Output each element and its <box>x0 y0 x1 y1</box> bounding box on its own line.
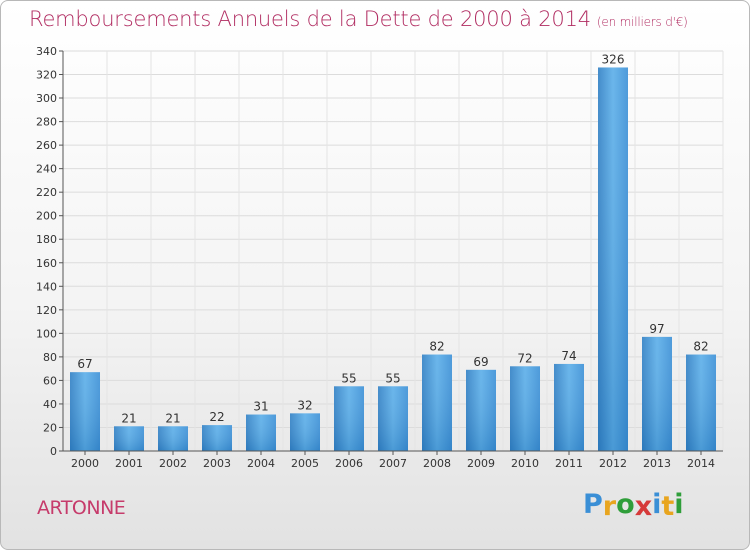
data-label: 69 <box>473 355 488 369</box>
x-tick-label: 2002 <box>159 457 187 470</box>
y-tick-label: 20 <box>43 421 57 434</box>
data-label: 74 <box>561 349 576 363</box>
bar-shade <box>334 386 364 451</box>
y-tick-label: 60 <box>43 374 57 387</box>
logo-letter: t <box>661 491 674 522</box>
y-tick-label: 280 <box>36 116 57 129</box>
y-tick-label: 240 <box>36 163 57 176</box>
data-label: 22 <box>209 410 224 424</box>
data-label: 72 <box>517 351 532 365</box>
logo-letter: x <box>635 491 652 522</box>
bar-shade <box>202 425 232 451</box>
data-label: 21 <box>165 411 180 425</box>
x-tick-label: 2014 <box>687 457 715 470</box>
y-tick-label: 140 <box>36 280 57 293</box>
bar-shade <box>70 372 100 451</box>
y-tick-label: 340 <box>36 45 57 58</box>
commune-name: ARTONNE <box>37 497 125 519</box>
x-tick-label: 2009 <box>467 457 495 470</box>
y-tick-label: 260 <box>36 139 57 152</box>
logo-letter: i <box>652 489 661 520</box>
proxiti-logo: Proxiti <box>583 489 684 520</box>
data-label: 97 <box>649 322 664 336</box>
data-label: 21 <box>121 411 136 425</box>
x-tick-label: 2011 <box>555 457 583 470</box>
x-tick-label: 2006 <box>335 457 363 470</box>
data-label: 326 <box>602 52 625 66</box>
data-label: 67 <box>77 357 92 371</box>
y-tick-label: 220 <box>36 186 57 199</box>
data-label: 31 <box>253 400 268 414</box>
bar-shade <box>466 370 496 451</box>
logo-letter: P <box>583 489 603 520</box>
y-tick-label: 100 <box>36 327 57 340</box>
logo-letter: r <box>603 491 616 522</box>
x-tick-label: 2003 <box>203 457 231 470</box>
x-tick-label: 2004 <box>247 457 275 470</box>
data-label: 55 <box>341 371 356 385</box>
chart-frame: Remboursements Annuels de la Dette de 20… <box>0 0 750 550</box>
y-tick-label: 40 <box>43 398 57 411</box>
bar-shade <box>114 426 144 451</box>
bar-shade <box>290 413 320 451</box>
data-label: 32 <box>297 398 312 412</box>
x-tick-label: 2001 <box>115 457 143 470</box>
y-tick-label: 80 <box>43 351 57 364</box>
y-tick-label: 300 <box>36 92 57 105</box>
logo-letter: i <box>674 489 683 520</box>
bar-shade <box>554 364 584 451</box>
bar-shade <box>422 355 452 451</box>
bar-shade <box>642 337 672 451</box>
data-label: 82 <box>693 340 708 354</box>
bar-shade <box>598 67 628 451</box>
x-tick-label: 2000 <box>71 457 99 470</box>
y-tick-label: 320 <box>36 69 57 82</box>
x-tick-label: 2005 <box>291 457 319 470</box>
x-tick-label: 2007 <box>379 457 407 470</box>
logo-letter: o <box>616 489 635 520</box>
data-label: 82 <box>429 340 444 354</box>
bar-chart: 67 21 21 22 31 32 55 55 82 69 72 74 326 97 82 0 20 40 60 8… <box>1 1 750 550</box>
y-tick-label: 120 <box>36 304 57 317</box>
data-label: 55 <box>385 371 400 385</box>
x-tick-label: 2008 <box>423 457 451 470</box>
x-tick-label: 2010 <box>511 457 539 470</box>
bar-shade <box>246 415 276 451</box>
y-tick-label: 200 <box>36 210 57 223</box>
bar-shade <box>158 426 188 451</box>
y-tick-label: 160 <box>36 257 57 270</box>
y-tick-label: 180 <box>36 233 57 246</box>
bar-shade <box>686 355 716 451</box>
bar-shade <box>510 366 540 451</box>
y-tick-label: 0 <box>50 445 57 458</box>
x-tick-label: 2013 <box>643 457 671 470</box>
bar-shade <box>378 386 408 451</box>
x-tick-label: 2012 <box>599 457 627 470</box>
